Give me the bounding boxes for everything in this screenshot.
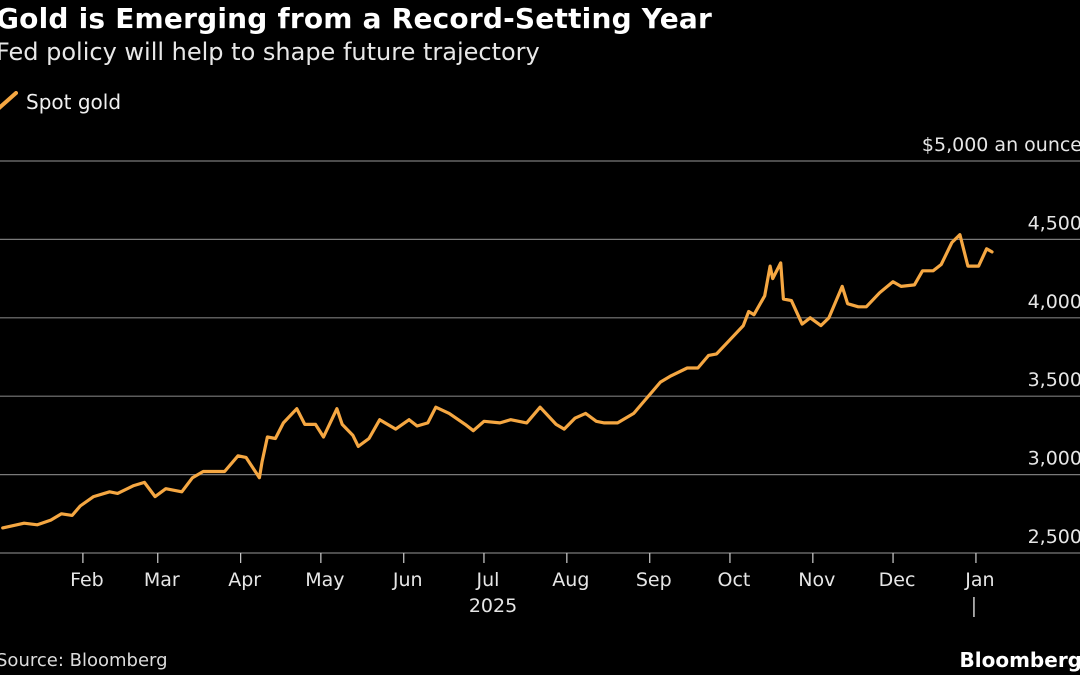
x-tick-label-oct: Oct xyxy=(718,569,751,591)
series-line-spot-gold xyxy=(1,233,994,530)
x-tick-label-jan: Jan xyxy=(964,569,994,591)
x-tick-label-apr: Apr xyxy=(228,569,261,591)
x-tick-label-feb: Feb xyxy=(70,569,104,591)
x-year-label: 2025 xyxy=(469,595,517,617)
brand-logo-text: Bloomberg xyxy=(959,648,1080,672)
legend: Spot gold xyxy=(0,90,121,114)
chart-title: Gold is Emerging from a Record-Setting Y… xyxy=(0,2,712,35)
y-tick-label-2500: 2,500 xyxy=(1028,526,1080,548)
x-tick-label-dec: Dec xyxy=(879,569,916,591)
y-tick-label-5000: $5,000 an ounce xyxy=(922,134,1080,156)
chart-subtitle: Fed policy will help to shape future tra… xyxy=(0,38,540,66)
x-tick-label-sep: Sep xyxy=(636,569,672,591)
y-tick-label-4500: 4,500 xyxy=(1028,212,1080,234)
x-tick-label-nov: Nov xyxy=(798,569,835,591)
legend-label-spot-gold: Spot gold xyxy=(26,90,122,114)
legend-swatch-icon xyxy=(0,91,18,110)
x-tick-label-jul: Jul xyxy=(475,569,499,591)
y-tick-label-4000: 4,000 xyxy=(1028,291,1080,313)
x-tick-label-mar: Mar xyxy=(144,569,180,591)
x-tick-label-jun: Jun xyxy=(392,569,423,591)
y-tick-label-3000: 3,000 xyxy=(1028,448,1080,470)
y-tick-label-3500: 3,500 xyxy=(1028,369,1080,391)
x-tick-label-aug: Aug xyxy=(552,569,589,591)
source-note: Source: Bloomberg xyxy=(0,650,168,671)
x-tick-label-may: May xyxy=(305,569,344,591)
